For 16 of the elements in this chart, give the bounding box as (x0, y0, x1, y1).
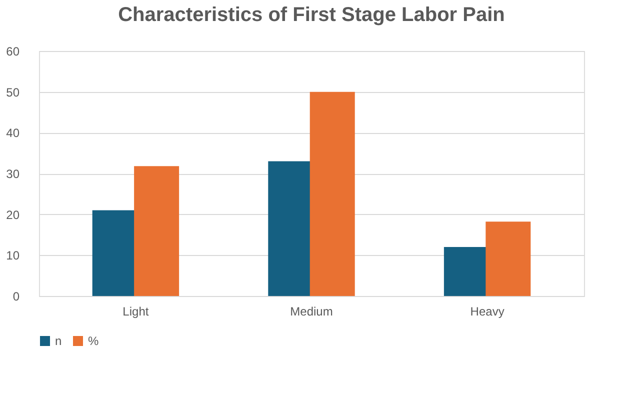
y-tick-label: 10 (6, 248, 20, 263)
x-tick-label: Medium (290, 304, 333, 318)
y-tick-label: 20 (6, 208, 20, 222)
y-tick-label: 60 (6, 44, 20, 58)
bar (310, 92, 355, 296)
legend-label: n (55, 334, 62, 348)
chart-title: Characteristics of First Stage Labor Pain (118, 4, 505, 26)
bar (486, 222, 531, 296)
y-tick-label: 0 (12, 290, 20, 304)
y-tick-label: 30 (6, 167, 20, 181)
y-tick-label: 50 (6, 85, 20, 100)
x-tick-label: Light (122, 304, 150, 318)
legend-label: % (88, 334, 99, 348)
bar (134, 166, 180, 296)
x-tick-label: Heavy (470, 304, 504, 318)
y-tick-label: 40 (6, 126, 20, 140)
